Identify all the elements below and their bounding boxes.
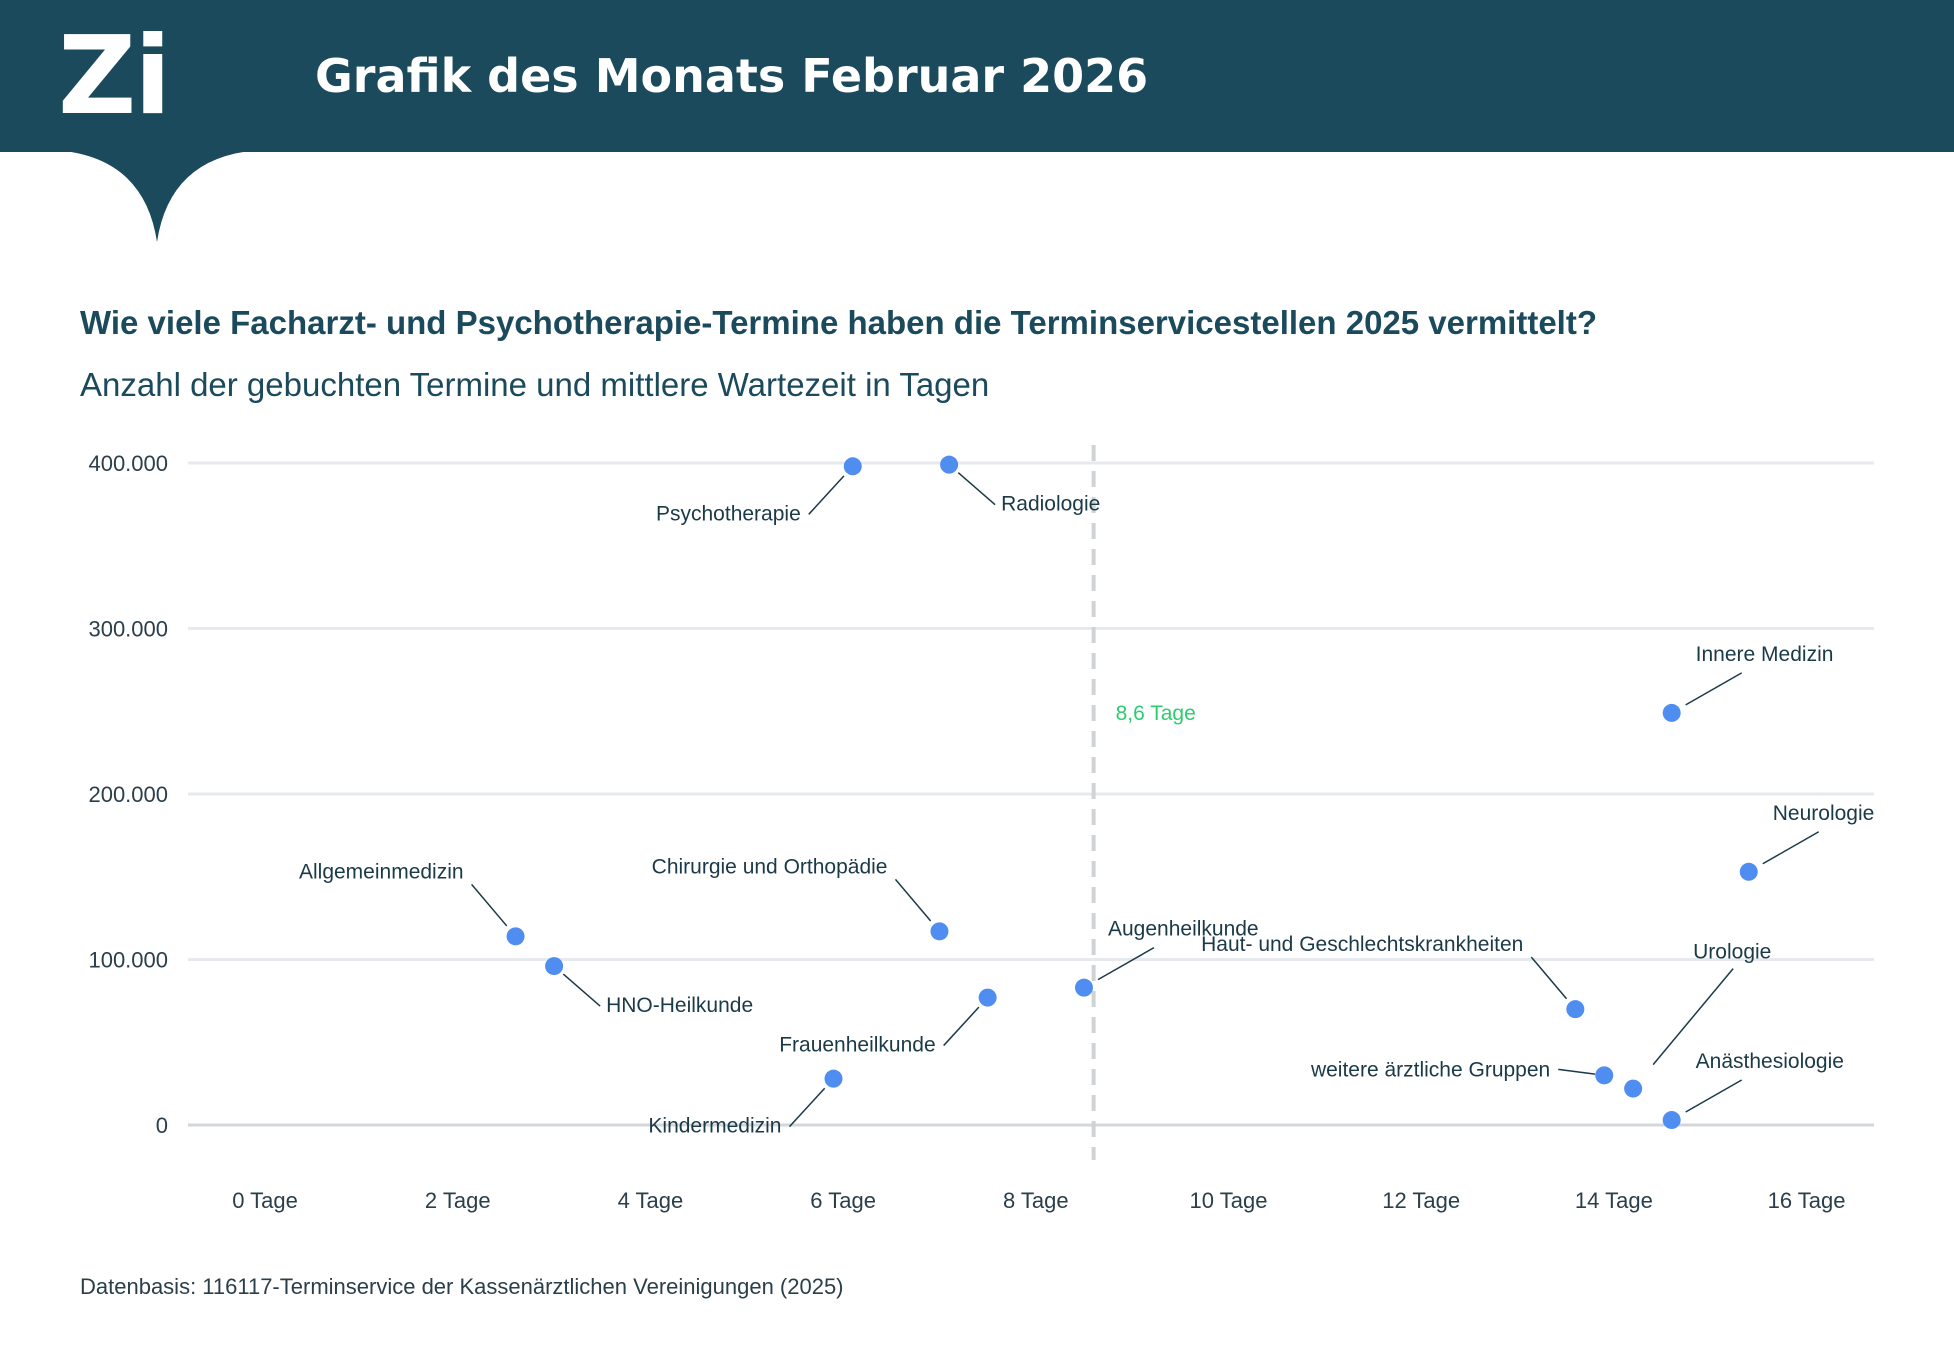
point-label: Augenheilkunde [1108,918,1259,941]
point-label: Urologie [1693,941,1771,964]
data-point [545,957,564,976]
reference-line-group: 8,6 Tage [1091,445,1196,1160]
chart-title: Wie viele Facharzt- und Psychotherapie-T… [80,304,1598,341]
leader-line [1685,672,1743,706]
data-points: Psychotherapie Radiologie Innere Medizin Ne… [299,455,1875,1138]
point-label: weitere ärztliche Gruppen [1310,1058,1550,1081]
x-tick-label: 2 Tage [425,1188,491,1213]
grid-lines [188,461,1874,1127]
y-axis-ticks: 0 100.000 200.000 300.000 400.000 [88,451,168,1138]
point-label: Allgemeinmedizin [299,860,464,883]
leader-line [1530,956,1568,1000]
leader-line [788,1087,826,1128]
leader-line [470,883,508,927]
x-tick-label: 8 Tage [1003,1188,1069,1213]
data-point [978,988,997,1007]
leader-line [943,1006,980,1047]
x-tick-label: 10 Tage [1190,1188,1268,1213]
data-point [1595,1066,1614,1085]
data-point [1739,862,1758,881]
y-tick-label: 300.000 [88,617,168,642]
data-point [1662,703,1681,722]
point-label: Radiologie [1001,493,1100,516]
leader-line [808,475,845,515]
chart-subtitle: Anzahl der gebuchten Termine und mittler… [80,366,990,403]
leader-line [1762,831,1820,865]
data-point [1624,1079,1643,1098]
x-tick-label: 16 Tage [1768,1188,1846,1213]
data-point [940,455,959,474]
data-point [930,922,949,941]
point-label: Neurologie [1773,802,1875,825]
y-tick-label: 400.000 [88,451,168,476]
x-tick-label: 4 Tage [618,1188,684,1213]
zi-logo: Zi [58,14,171,139]
y-tick-label: 100.000 [88,948,168,973]
point-label: Anästhesiologie [1696,1050,1844,1073]
banner-title: Grafik des Monats Februar 2026 [315,49,1149,103]
leader-line [1685,1079,1743,1113]
data-source-note: Datenbasis: 116117-Terminservice der Kas… [80,1274,844,1299]
leader-line [894,878,932,922]
leader-line [957,472,996,506]
point-label: Psychotherapie [656,502,801,525]
leader-line [562,973,601,1007]
x-tick-label: 14 Tage [1575,1188,1653,1213]
point-label: Innere Medizin [1696,643,1834,666]
point-label: Frauenheilkunde [779,1034,935,1057]
y-tick-label: 0 [156,1113,168,1138]
data-point [1074,978,1093,997]
leader-line [1652,968,1734,1066]
data-point [1566,1000,1585,1019]
point-label: Chirurgie und Orthopädie [652,855,888,878]
data-point [843,457,862,476]
banner-curve-decoration [0,150,260,242]
x-axis-ticks: 0 Tage 2 Tage 4 Tage 6 Tage 8 Tage 10 Tage 12 … [232,1188,1845,1213]
x-tick-label: 6 Tage [810,1188,876,1213]
point-label: HNO-Heilkunde [606,994,753,1017]
point-label: Haut- und Geschlechtskrankheiten [1201,933,1523,956]
data-point [506,927,525,946]
data-point [824,1069,843,1088]
reference-line-label: 8,6 Tage [1116,702,1196,725]
header-banner: Zi Grafik des Monats Februar 2026 [0,0,1954,152]
x-tick-label: 12 Tage [1382,1188,1460,1213]
point-label: Kindermedizin [648,1115,781,1138]
y-tick-label: 200.000 [88,782,168,807]
leader-line [1097,946,1155,981]
x-tick-label: 0 Tage [232,1188,298,1213]
data-point [1662,1111,1681,1130]
leader-line [1558,1068,1596,1075]
